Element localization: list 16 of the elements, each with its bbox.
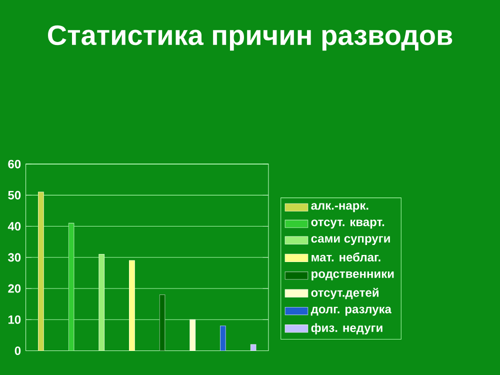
legend-label: физ. недуги xyxy=(311,323,382,334)
legend-label: мат. неблаг. xyxy=(312,252,380,262)
legend-label: отсут. кварт. xyxy=(311,220,384,229)
y-tick-label: 30 xyxy=(8,253,21,262)
y-tick-label: 10 xyxy=(8,315,21,324)
y-tick-label: 20 xyxy=(8,284,21,293)
y-tick-label: 0 xyxy=(14,346,21,355)
legend-label: родственники xyxy=(312,271,394,280)
y-tick-label: 40 xyxy=(8,222,21,231)
y-tick-label: 60 xyxy=(8,160,21,168)
legend-label: отсут.детей xyxy=(311,288,378,300)
chart-title: Статистика причин разводов xyxy=(48,25,452,51)
legend-label: алк.-нарк. xyxy=(311,203,368,212)
y-tick-label: 50 xyxy=(8,190,21,200)
legend-label: долг. разлука xyxy=(310,306,392,316)
legend-label: сами супруги xyxy=(311,236,390,246)
